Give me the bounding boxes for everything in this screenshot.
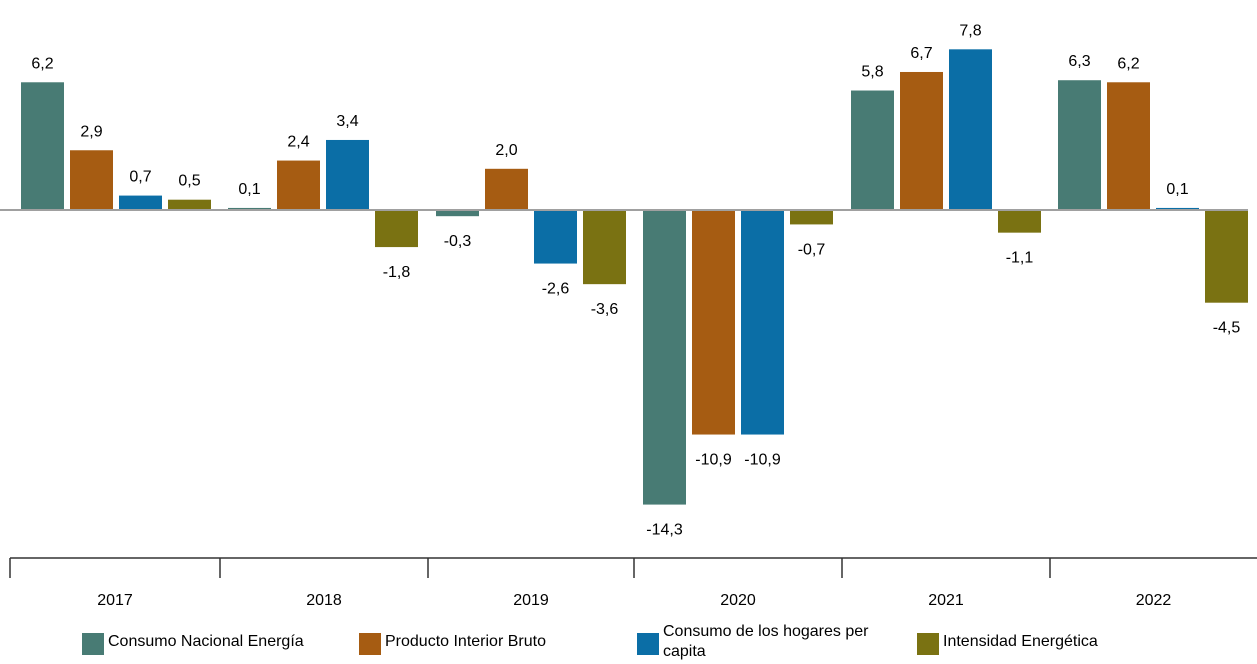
- bar: [1205, 210, 1248, 303]
- x-tick-label: 2020: [720, 592, 756, 609]
- data-label: 0,5: [178, 173, 200, 190]
- data-label: 2,0: [495, 142, 517, 159]
- bar: [119, 195, 162, 210]
- value-labels-group: 6,2 2,9 0,7 0,5 0,1 2,4 3,4 -1,8 -0,3 2,0 -2,6 -3,6…: [31, 22, 1240, 538]
- data-label: 0,1: [238, 181, 260, 198]
- data-label: 2,9: [80, 123, 102, 140]
- bar: [1156, 207, 1199, 210]
- data-label: -2,6: [542, 281, 570, 298]
- bar: [851, 90, 894, 210]
- x-tick-label: 2017: [97, 592, 133, 609]
- bars-group: [21, 49, 1248, 505]
- data-label: 6,3: [1068, 53, 1090, 70]
- bar: [485, 168, 528, 210]
- bar: [326, 139, 369, 210]
- bar: [277, 160, 320, 210]
- bar: [1107, 82, 1150, 210]
- bar: [534, 210, 577, 264]
- x-axis: 2017 2018 2019 2020 2021 2022: [9, 557, 1257, 609]
- data-label: -14,3: [646, 522, 683, 539]
- bar: [741, 210, 784, 435]
- data-label: 7,8: [959, 22, 981, 39]
- data-label: -3,6: [591, 301, 619, 318]
- bar: [70, 150, 113, 210]
- data-label: -10,9: [695, 452, 732, 469]
- bar: [168, 199, 211, 210]
- data-label: -0,3: [444, 233, 472, 250]
- data-label: 0,1: [1166, 181, 1188, 198]
- data-label: 3,4: [336, 113, 358, 130]
- data-label: 6,2: [31, 55, 53, 72]
- x-tick-label: 2021: [928, 592, 964, 609]
- bar: [1058, 80, 1101, 210]
- bar: [21, 82, 64, 210]
- bar: [583, 210, 626, 285]
- data-label: -10,9: [744, 452, 781, 469]
- bar: [436, 210, 479, 217]
- data-label: 5,8: [861, 64, 883, 81]
- bar: [949, 49, 992, 210]
- bar: [228, 207, 271, 210]
- bar: [692, 210, 735, 435]
- data-label: 6,2: [1117, 55, 1139, 72]
- data-label: 2,4: [287, 134, 309, 151]
- bar: [900, 71, 943, 210]
- x-tick-label: 2022: [1136, 592, 1172, 609]
- data-label: -1,8: [383, 264, 411, 281]
- x-tick-label: 2019: [513, 592, 549, 609]
- bar: [998, 210, 1041, 233]
- bar: [790, 210, 833, 225]
- data-label: 0,7: [129, 169, 151, 186]
- bar: [375, 210, 418, 248]
- data-label: -4,5: [1213, 320, 1241, 337]
- data-label: -0,7: [798, 241, 826, 258]
- bar: [643, 210, 686, 505]
- data-label: 6,7: [910, 45, 932, 62]
- x-tick-label: 2018: [306, 592, 342, 609]
- data-label: -1,1: [1006, 250, 1034, 267]
